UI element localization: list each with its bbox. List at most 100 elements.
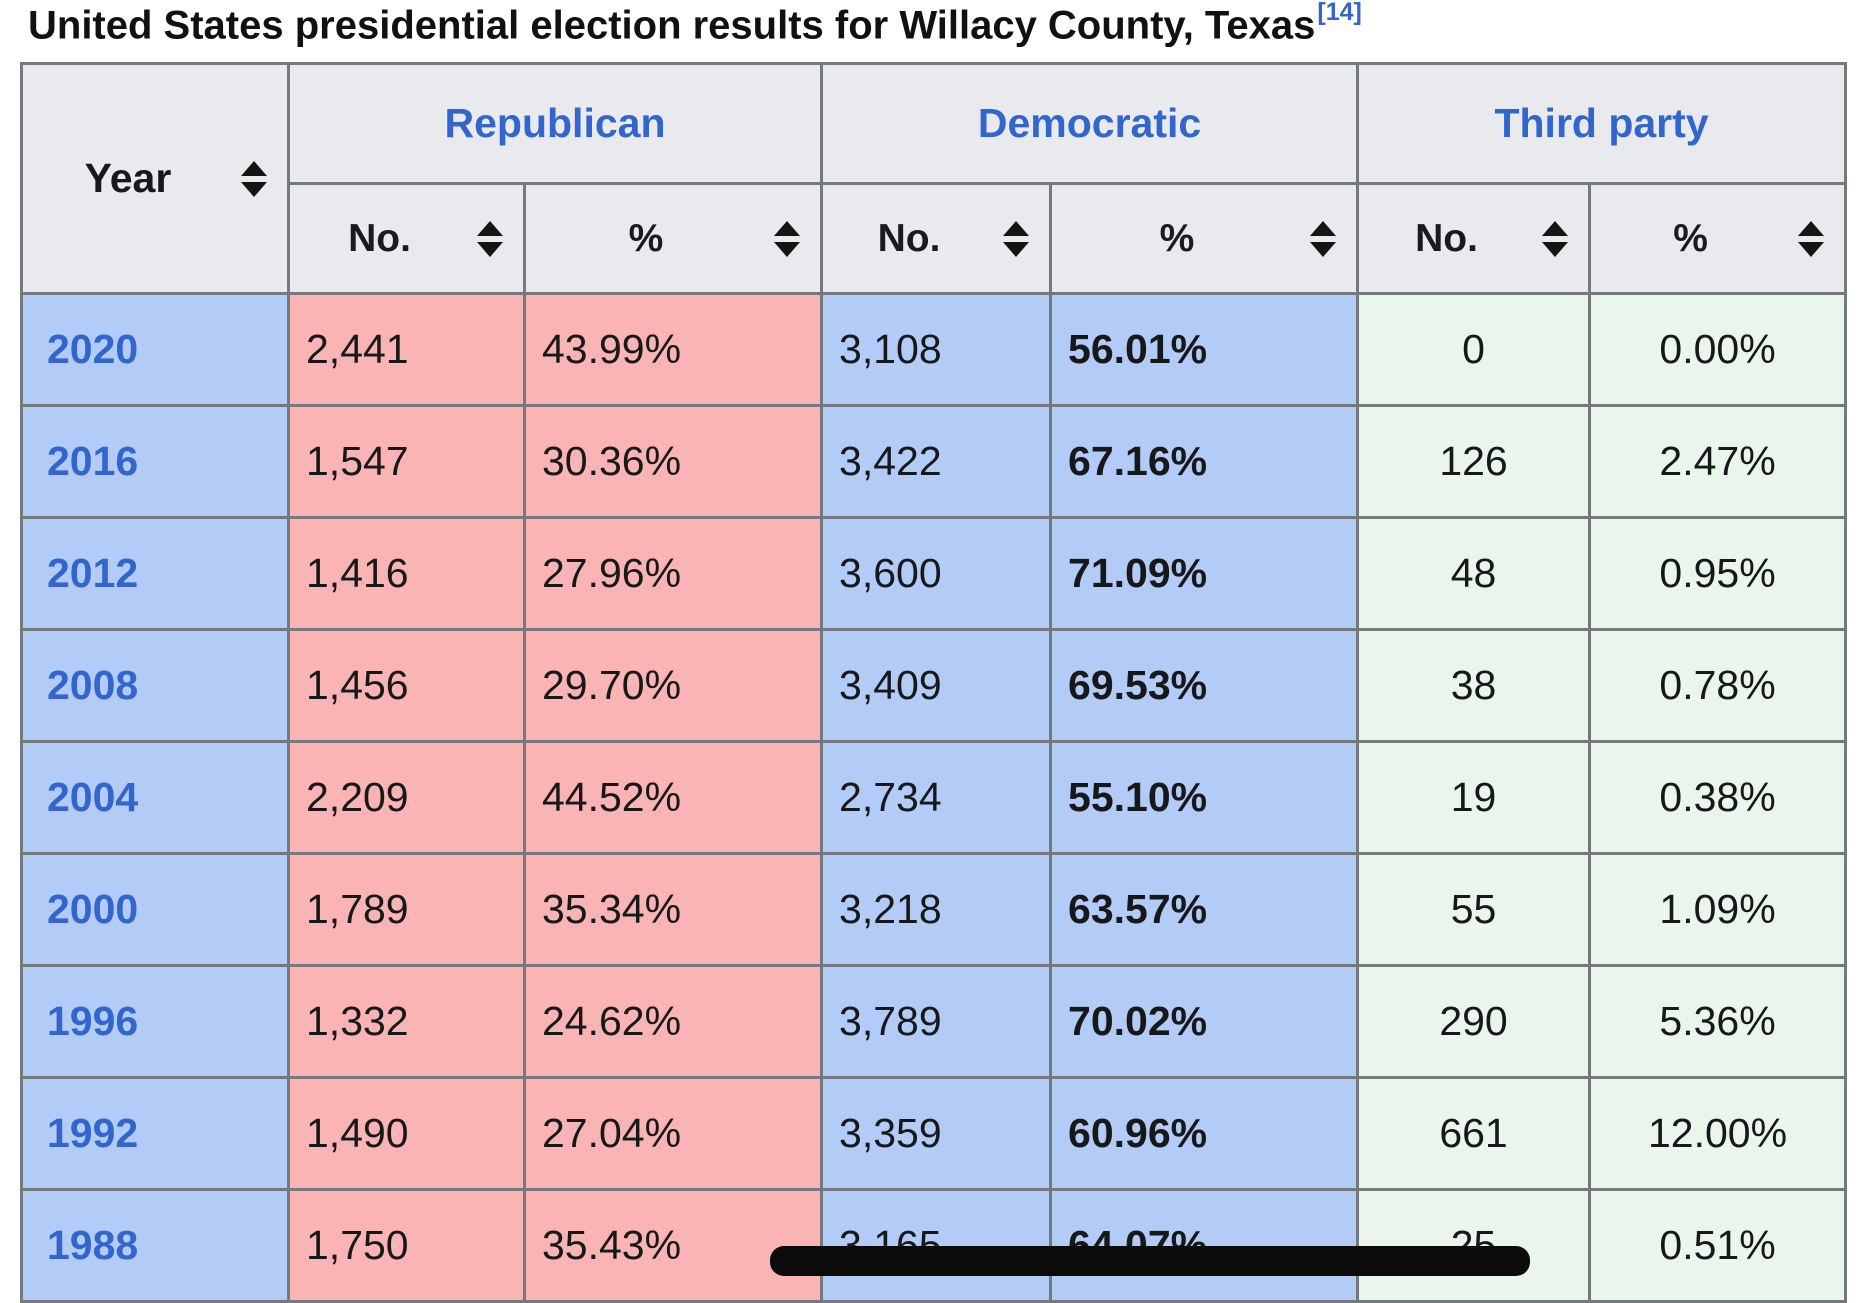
no-header-label: No. <box>877 216 941 260</box>
year-link[interactable]: 2012 <box>47 550 139 596</box>
pct-header-label: % <box>628 216 664 260</box>
democratic-header: Democratic <box>820 62 1360 185</box>
third-no-cell: 48 <box>1356 516 1592 631</box>
rep-pct-cell: 27.96% <box>522 516 824 631</box>
year-cell: 2016 <box>20 404 290 519</box>
rep-pct-cell: 29.70% <box>522 628 824 743</box>
third-pct-cell: 0.00% <box>1588 292 1848 407</box>
sort-icon <box>1542 220 1569 257</box>
page-title: United States presidential election resu… <box>28 0 1362 48</box>
page: United States presidential election resu… <box>20 0 1848 1303</box>
dem-no-cell: 3,789 <box>820 964 1053 1079</box>
dem-pct-sort-header[interactable]: % <box>1049 182 1360 295</box>
year-cell: 1988 <box>20 1188 290 1303</box>
third-party-header: Third party <box>1356 62 1848 185</box>
dem-pct-cell: 67.16% <box>1049 404 1360 519</box>
rep-no-cell: 2,209 <box>287 740 526 855</box>
dem-no-cell: 3,108 <box>820 292 1053 407</box>
rep-no-sort-header[interactable]: No. <box>287 182 526 295</box>
third-no-cell: 38 <box>1356 628 1592 743</box>
year-link[interactable]: 2016 <box>47 438 139 484</box>
third-pct-cell: 5.36% <box>1588 964 1848 1079</box>
no-header-label: No. <box>1415 216 1478 260</box>
reference-link[interactable]: [14] <box>1317 0 1362 26</box>
year-link[interactable]: 1992 <box>47 1110 139 1156</box>
rep-pct-cell: 43.99% <box>522 292 824 407</box>
dem-pct-cell: 60.96% <box>1049 1076 1360 1191</box>
year-link[interactable]: 2000 <box>47 886 139 932</box>
third-no-cell: 290 <box>1356 964 1592 1079</box>
dem-no-cell: 3,359 <box>820 1076 1053 1191</box>
year-sort-header[interactable]: Year <box>20 62 290 295</box>
no-header-label: No. <box>348 216 411 260</box>
rep-pct-cell: 44.52% <box>522 740 824 855</box>
third-no-cell: 126 <box>1356 404 1592 519</box>
party-header-row: Year Republican Democratic Third party <box>20 62 1848 295</box>
year-cell: 2020 <box>20 292 290 407</box>
year-cell: 1992 <box>20 1076 290 1191</box>
third-pct-cell: 2.47% <box>1588 404 1848 519</box>
dem-no-sort-header[interactable]: No. <box>820 182 1053 295</box>
rep-no-cell: 2,441 <box>287 292 526 407</box>
table-row: 1996 1,332 24.62% 3,789 70.02% 290 5.36% <box>20 964 1848 1079</box>
rep-no-cell: 1,547 <box>287 404 526 519</box>
sort-icon <box>1310 220 1337 257</box>
rep-no-cell: 1,416 <box>287 516 526 631</box>
table-row: 2008 1,456 29.70% 3,409 69.53% 38 0.78% <box>20 628 1848 743</box>
democratic-link[interactable]: Democratic <box>977 100 1202 146</box>
third-pct-cell: 0.38% <box>1588 740 1848 855</box>
year-link[interactable]: 2020 <box>47 326 139 372</box>
third-no-cell: 0 <box>1356 292 1592 407</box>
year-link[interactable]: 1988 <box>47 1222 139 1268</box>
table-row: 2012 1,416 27.96% 3,600 71.09% 48 0.95% <box>20 516 1848 631</box>
third-no-sort-header[interactable]: No. <box>1356 182 1592 295</box>
rep-no-cell: 1,490 <box>287 1076 526 1191</box>
dem-pct-cell: 69.53% <box>1049 628 1360 743</box>
third-party-link[interactable]: Third party <box>1494 100 1709 146</box>
election-results-table: Year Republican Democratic Third party N… <box>20 62 1848 1303</box>
sub-header-row: No. % No. % No. <box>22 182 1848 295</box>
dem-pct-cell: 55.10% <box>1049 740 1360 855</box>
pct-header-label: % <box>1673 216 1708 260</box>
rep-no-cell: 1,456 <box>287 628 526 743</box>
sort-icon <box>1003 220 1030 257</box>
third-pct-sort-header[interactable]: % <box>1588 182 1848 295</box>
page-title-text: United States presidential election resu… <box>28 3 1316 48</box>
republican-header: Republican <box>286 62 824 185</box>
republican-link[interactable]: Republican <box>444 100 666 146</box>
sort-icon <box>1798 220 1825 257</box>
rep-pct-cell: 27.04% <box>522 1076 824 1191</box>
rep-no-cell: 1,789 <box>287 852 526 967</box>
bottom-sheet-edge <box>770 1246 1530 1276</box>
dem-no-cell: 3,422 <box>820 404 1053 519</box>
year-cell: 2004 <box>20 740 290 855</box>
dem-no-cell: 3,409 <box>820 628 1053 743</box>
year-link[interactable]: 2008 <box>47 662 139 708</box>
table-row: 1992 1,490 27.04% 3,359 60.96% 661 12.00… <box>20 1076 1848 1191</box>
table-row: 2020 2,441 43.99% 3,108 56.01% 0 0.00% <box>20 292 1848 407</box>
sort-icon <box>774 220 801 257</box>
sort-icon <box>477 220 503 257</box>
pct-header-label: % <box>1159 216 1195 260</box>
dem-no-cell: 2,734 <box>820 740 1053 855</box>
rep-pct-cell: 24.62% <box>522 964 824 1079</box>
year-link[interactable]: 1996 <box>47 998 139 1044</box>
table-row: 2000 1,789 35.34% 3,218 63.57% 55 1.09% <box>20 852 1848 967</box>
dem-pct-cell: 70.02% <box>1049 964 1360 1079</box>
third-pct-cell: 12.00% <box>1588 1076 1848 1191</box>
third-pct-cell: 1.09% <box>1588 852 1848 967</box>
rep-no-cell: 1,332 <box>287 964 526 1079</box>
rep-pct-cell: 35.43% <box>522 1188 824 1303</box>
rep-pct-sort-header[interactable]: % <box>522 182 824 295</box>
dem-no-cell: 3,600 <box>820 516 1053 631</box>
dem-pct-cell: 71.09% <box>1049 516 1360 631</box>
third-pct-cell: 0.78% <box>1588 628 1848 743</box>
year-header-label: Year <box>84 155 172 201</box>
year-link[interactable]: 2004 <box>47 774 139 820</box>
table-row: 2004 2,209 44.52% 2,734 55.10% 19 0.38% <box>20 740 1848 855</box>
third-no-cell: 661 <box>1356 1076 1592 1191</box>
year-cell: 1996 <box>20 964 290 1079</box>
year-cell: 2000 <box>20 852 290 967</box>
rep-pct-cell: 35.34% <box>522 852 824 967</box>
sort-icon <box>241 160 267 197</box>
